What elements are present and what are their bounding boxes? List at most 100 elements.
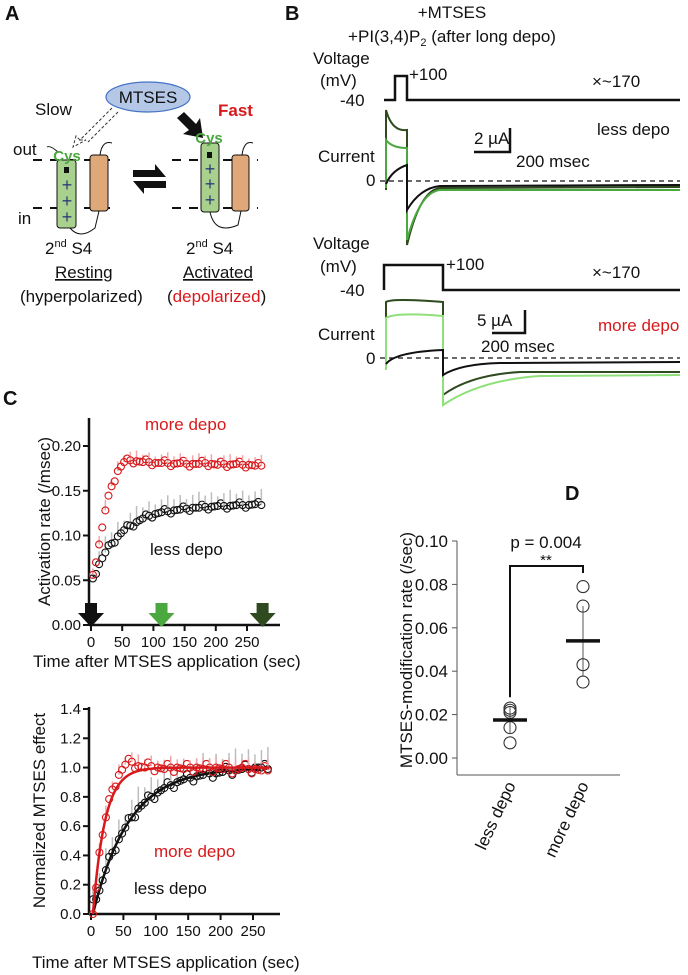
data-point: [576, 580, 590, 594]
x-tick-label: 200: [203, 634, 228, 651]
y-tick-label: 0.10: [415, 532, 448, 551]
x-category-label: less depo: [472, 779, 520, 853]
svg-text:+100: +100: [409, 65, 447, 84]
condition-less-depo: less depo: [597, 120, 670, 139]
y-axis-label: Activation rate (/msec): [35, 437, 54, 606]
panel-label-c: C: [3, 388, 17, 410]
minus40-top: -40: [340, 91, 365, 110]
data-point: [151, 458, 160, 468]
data-point: [140, 798, 149, 807]
activated-label: Activated: [183, 263, 253, 282]
panel-label-a: A: [5, 3, 19, 25]
legend-more-depo: more depo: [154, 842, 235, 861]
svg-text:+: +: [205, 174, 216, 194]
y-tick-label: 0.15: [52, 483, 81, 500]
voltage-trace-bottom: [382, 263, 680, 292]
slow-label: Slow: [35, 100, 73, 119]
legend-less-depo: less depo: [134, 879, 207, 898]
arrow-down-icon: [78, 603, 104, 627]
arrow-down-icon: [249, 603, 276, 627]
data-point: [107, 539, 116, 548]
significance-bracket: [509, 565, 584, 698]
svg-text:+: +: [62, 207, 73, 227]
data-point: [188, 459, 197, 468]
fast-arrow-icon: [177, 112, 203, 138]
svg-text:Current: Current: [318, 325, 375, 344]
s4-helix-resting: [56, 159, 77, 229]
current-trace-dark-green-top: [385, 109, 681, 246]
x-tick-label: 50: [114, 634, 131, 651]
x-tick-label: 250: [234, 634, 259, 651]
svg-text:2nd S4: 2nd S4: [45, 238, 92, 258]
svg-text:2nd S4: 2nd S4: [186, 238, 233, 258]
svg-text:200 msec: 200 msec: [516, 152, 590, 171]
p-value: p = 0.004: [510, 533, 581, 552]
data-point: [188, 503, 197, 512]
plus-charges: +: [62, 175, 73, 195]
panel-a: A MTSES Slow Fast out in + + + Cys + + +…: [5, 3, 266, 306]
svg-text:+100: +100: [446, 255, 484, 274]
svg-text:0: 0: [366, 171, 375, 190]
equilibrium-arrows-icon: [133, 164, 166, 194]
data-point: [207, 502, 216, 511]
x-category-label: more depo: [541, 779, 593, 861]
resting-label: Resting: [55, 263, 113, 282]
data-point: [110, 477, 119, 486]
chart-modification-rate: 0.00 0.02 0.04 0.06 0.08 0.10MTSES-modificati…: [397, 532, 620, 860]
data-point: [257, 461, 266, 470]
svg-text:(mV): (mV): [320, 257, 357, 276]
x-axis-label: Time after MTSES application (sec): [32, 953, 300, 972]
voltage-label-top: Voltage: [313, 49, 370, 68]
fit-curve-more-depo: [91, 766, 270, 915]
data-point: [104, 491, 113, 500]
y-axis-label: Normalized MTSES effect: [30, 713, 49, 909]
svg-text:2 µA: 2 µA: [474, 129, 510, 148]
arrow-down-icon: [148, 603, 175, 627]
data-point: [98, 523, 107, 532]
x-tick-label: 150: [176, 923, 201, 940]
x-tick-label: 250: [240, 923, 265, 940]
significance-stars: **: [540, 552, 552, 569]
data-point: [226, 501, 235, 511]
data-point: [121, 823, 130, 832]
data-point: [169, 459, 179, 468]
x-tick-label: 0: [87, 923, 95, 940]
data-point: [91, 558, 101, 567]
y-tick-label: 0.04: [415, 662, 448, 681]
data-point: [101, 548, 110, 557]
x-tick-label: 150: [172, 634, 197, 651]
svg-text:×~170: ×~170: [592, 72, 640, 91]
data-point: [101, 506, 110, 515]
data-point: [154, 509, 163, 518]
data-point: [229, 501, 238, 510]
cys-label-right: Cys: [195, 130, 223, 147]
y-tick-label: 1.0: [60, 760, 81, 777]
x-tick-label: 50: [115, 923, 132, 940]
panel-b-title-2: +PI(3,4)P2 (after long depo): [348, 27, 556, 49]
svg-text:×~170: ×~170: [592, 263, 640, 282]
x-tick-label: 100: [141, 634, 166, 651]
data-point: [207, 459, 216, 468]
data-point: [173, 505, 182, 515]
out-label: out: [13, 140, 37, 159]
data-point: [132, 457, 141, 466]
panel-b: B +MTSES +PI(3,4)P2 (after long depo) Vo…: [285, 3, 681, 407]
y-tick-label: 1.2: [60, 730, 81, 747]
data-point: [576, 658, 590, 672]
data-point: [210, 502, 219, 511]
y-tick-label: 0.08: [415, 575, 448, 594]
svg-text:Voltage: Voltage: [313, 234, 370, 253]
y-tick-label: 0.20: [52, 438, 81, 455]
data-point: [244, 460, 253, 469]
condition-more-depo: more depo: [598, 316, 679, 335]
y-tick-label: 0.4: [60, 847, 81, 864]
svg-text:0: 0: [366, 349, 375, 368]
x-tick-label: 200: [208, 923, 233, 940]
svg-text:-40: -40: [340, 281, 365, 300]
legend-less-depo: less depo: [150, 540, 223, 559]
cys-label-left: Cys: [53, 148, 81, 165]
mtses-ellipse: [105, 81, 191, 113]
x-tick-label: 100: [143, 923, 168, 940]
y-tick-label: 0.00: [415, 749, 448, 768]
